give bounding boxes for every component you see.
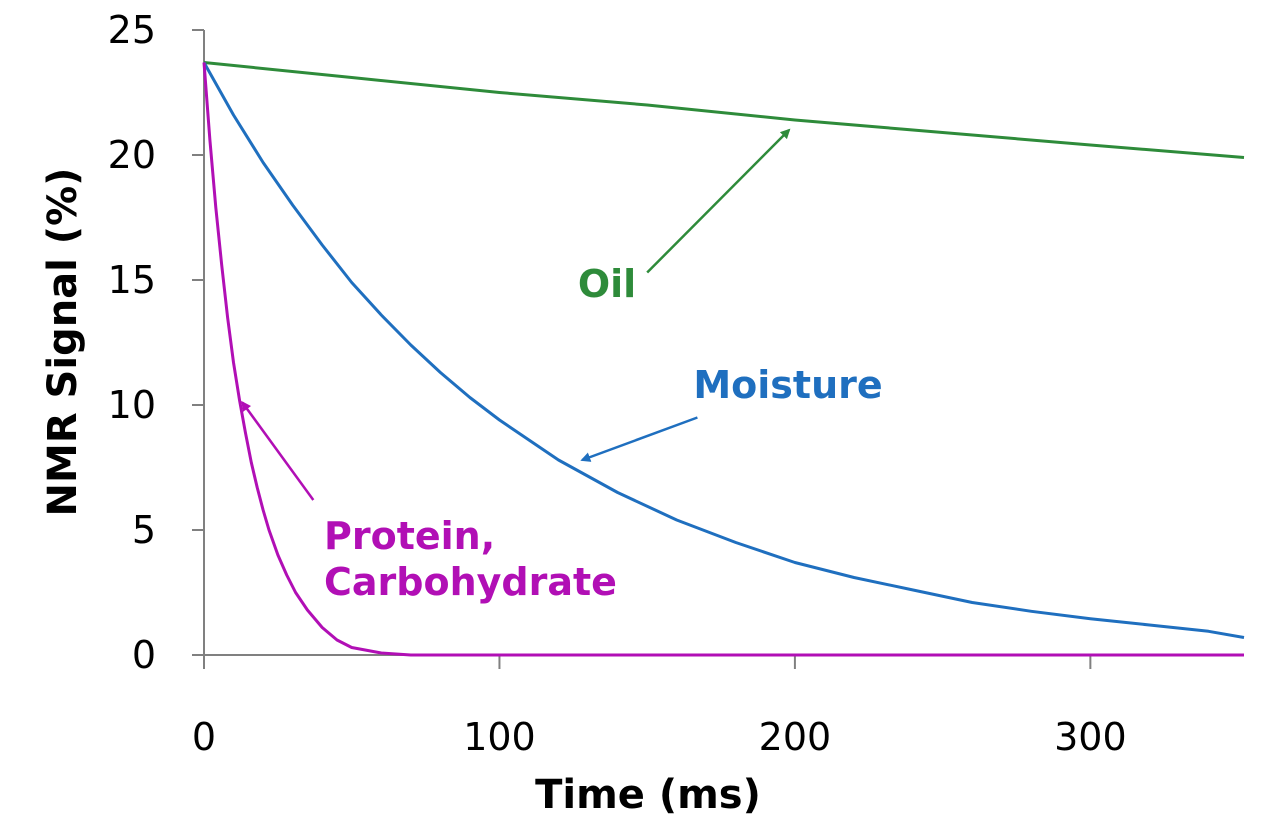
x-tick-label: 300: [1054, 715, 1127, 759]
series-line-moisture: [202, 61, 1245, 639]
annotation-arrow-protein-carbohydrate: [241, 400, 315, 501]
x-axis-title: Time (ms): [535, 772, 761, 818]
series-line-protein-carbohydrate: [202, 62, 1244, 657]
annotation-arrow-moisture: [580, 416, 698, 462]
ticks: 0 5 10 15 20 25 0 100 200 300: [108, 8, 1127, 759]
y-tick-label: 0: [132, 633, 156, 677]
series-layer: [202, 61, 1245, 657]
y-tick-label: 25: [108, 8, 156, 52]
annotation-label-moisture: Moisture: [693, 363, 882, 407]
y-tick-label: 20: [108, 133, 156, 177]
x-tick-label: 0: [192, 715, 216, 759]
y-tick-label: 15: [108, 258, 156, 302]
annotation-label-oil: Oil: [578, 262, 636, 306]
x-tick-label: 100: [463, 715, 536, 759]
y-tick-label: 10: [108, 383, 156, 427]
annotation-label-protein-carbohydrate: Protein, Carbohydrate: [324, 514, 617, 604]
y-axis-title: NMR Signal (%): [40, 168, 86, 517]
y-tick-label: 5: [132, 508, 156, 552]
series-line-oil: [203, 61, 1245, 159]
annotation-arrow-oil: [646, 128, 791, 274]
x-tick-label: 200: [759, 715, 832, 759]
annotation-layer: Oil Moisture Protein, Carbohydrate: [241, 128, 883, 604]
